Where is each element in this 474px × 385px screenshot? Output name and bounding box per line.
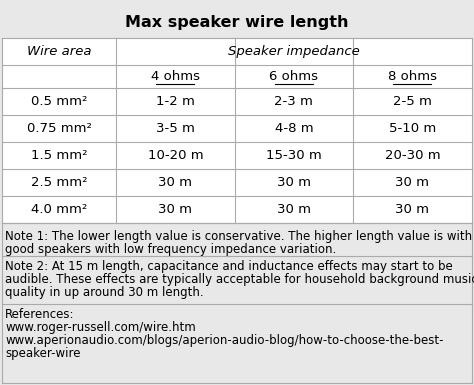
Bar <box>2 38 472 223</box>
Text: quality in up around 30 m length.: quality in up around 30 m length. <box>5 286 204 299</box>
Text: 30 m: 30 m <box>158 203 192 216</box>
Text: 4 ohms: 4 ohms <box>151 70 200 83</box>
Text: References:: References: <box>5 308 75 321</box>
Text: Max speaker wire length: Max speaker wire length <box>125 15 349 30</box>
Text: 30 m: 30 m <box>158 176 192 189</box>
Text: good speakers with low frequency impedance variation.: good speakers with low frequency impedan… <box>5 243 337 256</box>
Text: 10-20 m: 10-20 m <box>147 149 203 162</box>
Text: 1.5 mm²: 1.5 mm² <box>31 149 88 162</box>
Text: 30 m: 30 m <box>277 203 311 216</box>
Text: Note 1: The lower length value is conservative. The higher length value is with: Note 1: The lower length value is conser… <box>5 230 473 243</box>
Text: 3-5 m: 3-5 m <box>156 122 195 135</box>
Text: 30 m: 30 m <box>277 176 311 189</box>
Text: speaker-wire: speaker-wire <box>5 347 81 360</box>
Text: www.roger-russell.com/wire.htm: www.roger-russell.com/wire.htm <box>5 321 196 334</box>
Text: audible. These effects are typically acceptable for household background music: audible. These effects are typically acc… <box>5 273 474 286</box>
Text: 1-2 m: 1-2 m <box>156 95 195 108</box>
Text: 2.5 mm²: 2.5 mm² <box>31 176 88 189</box>
Text: 8 ohms: 8 ohms <box>388 70 437 83</box>
Text: Note 2: At 15 m length, capacitance and inductance effects may start to be: Note 2: At 15 m length, capacitance and … <box>5 260 453 273</box>
Text: 30 m: 30 m <box>395 176 429 189</box>
Text: 0.5 mm²: 0.5 mm² <box>31 95 87 108</box>
Text: 15-30 m: 15-30 m <box>266 149 322 162</box>
Text: 6 ohms: 6 ohms <box>269 70 319 83</box>
Text: 2-3 m: 2-3 m <box>274 95 313 108</box>
Text: Speaker impedance: Speaker impedance <box>228 45 360 58</box>
Text: 20-30 m: 20-30 m <box>384 149 440 162</box>
Text: 4-8 m: 4-8 m <box>274 122 313 135</box>
Text: 0.75 mm²: 0.75 mm² <box>27 122 91 135</box>
Text: 4.0 mm²: 4.0 mm² <box>31 203 87 216</box>
Text: 2-5 m: 2-5 m <box>393 95 432 108</box>
Text: www.aperionaudio.com/blogs/aperion-audio-blog/how-to-choose-the-best-: www.aperionaudio.com/blogs/aperion-audio… <box>5 334 444 347</box>
Text: 5-10 m: 5-10 m <box>389 122 436 135</box>
Text: 30 m: 30 m <box>395 203 429 216</box>
Text: Wire area: Wire area <box>27 45 91 58</box>
